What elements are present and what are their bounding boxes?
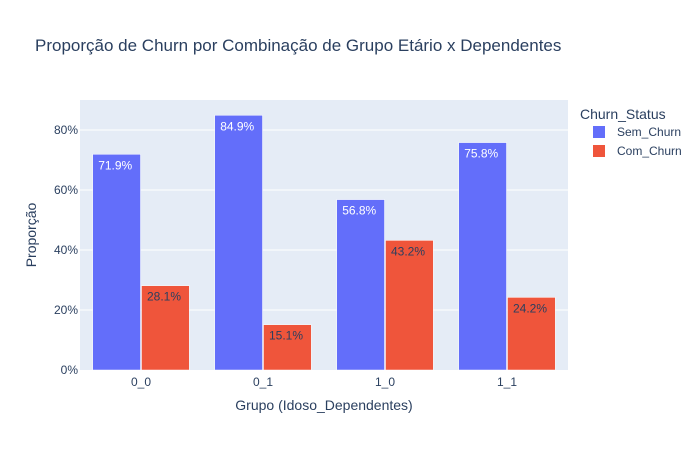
- y-axis-ticks: 0% 20% 40% 60% 80%: [54, 123, 78, 377]
- bar-sem-churn-1_1[interactable]: [458, 142, 507, 371]
- bar-com-churn-1_0[interactable]: [385, 240, 434, 371]
- legend[interactable]: Churn_Status Sem_Churn Com_Churn: [580, 106, 682, 158]
- x-tick-label: 0_0: [131, 375, 151, 389]
- x-tick-label: 1_1: [497, 375, 517, 389]
- bar-data-label: 75.8%: [464, 147, 498, 161]
- x-axis-ticks: 0_0 0_1 1_0 1_1: [131, 375, 517, 389]
- bar-sem-churn-0_0[interactable]: [92, 154, 141, 371]
- bar-com-churn-0_1[interactable]: [263, 324, 312, 371]
- legend-swatch[interactable]: [593, 145, 605, 157]
- x-axis-label: Grupo (Idoso_Dependentes): [235, 397, 412, 413]
- bar-data-label: 24.2%: [513, 301, 547, 315]
- x-tick-label: 0_1: [253, 375, 273, 389]
- bar-com-churn-1_1[interactable]: [507, 297, 556, 371]
- bar-data-label: 28.1%: [147, 290, 181, 304]
- bar-data-label: 43.2%: [391, 244, 425, 258]
- y-tick-label: 0%: [61, 363, 79, 377]
- chart-title: Proporção de Churn por Combinação de Gru…: [35, 36, 561, 55]
- bar-data-label: 84.9%: [220, 119, 254, 133]
- bar-data-label: 15.1%: [269, 329, 303, 343]
- y-axis-label: Proporção: [23, 202, 39, 267]
- bars: 71.9% 28.1% 84.9% 15.1% 56.8% 43.2% 75.8% 24.2%: [92, 115, 556, 371]
- bar-sem-churn-1_0[interactable]: [336, 199, 385, 371]
- bar-data-label: 71.9%: [98, 158, 132, 172]
- y-tick-label: 60%: [54, 183, 78, 197]
- y-tick-label: 80%: [54, 123, 78, 137]
- y-tick-label: 40%: [54, 243, 78, 257]
- legend-swatch[interactable]: [593, 126, 605, 138]
- y-tick-label: 20%: [54, 303, 78, 317]
- bar-sem-churn-0_1[interactable]: [214, 115, 263, 371]
- x-tick-label: 1_0: [375, 375, 395, 389]
- legend-title: Churn_Status: [580, 106, 666, 122]
- legend-item-label[interactable]: Com_Churn: [617, 144, 682, 158]
- bar-data-label: 56.8%: [342, 204, 376, 218]
- bar-com-churn-0_0[interactable]: [141, 285, 190, 371]
- legend-item-label[interactable]: Sem_Churn: [617, 125, 681, 139]
